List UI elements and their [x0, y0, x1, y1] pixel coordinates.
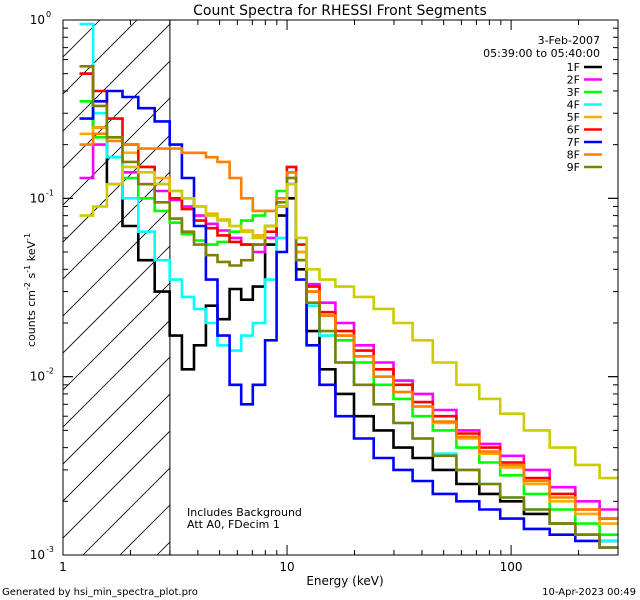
background-hatch-region	[63, 20, 170, 555]
legend-label: 2F	[567, 74, 580, 87]
legend-label: 8F	[567, 149, 580, 162]
y-tick-label: 10	[30, 548, 45, 562]
time-range-label: 05:39:00 to 05:40:00	[483, 47, 600, 60]
hatch-line	[63, 60, 170, 169]
x-axis-label: Energy (keV)	[306, 574, 383, 588]
hatch-line	[63, 134, 170, 243]
y-tick-exponent: -1	[46, 188, 54, 197]
y-tick-label: 10	[30, 370, 45, 384]
legend-label: 1F	[567, 61, 580, 74]
hatch-line	[63, 245, 170, 354]
y-tick-exponent: 0	[46, 10, 51, 19]
y-tick-label: 10	[30, 13, 45, 27]
y-label-exp: -1	[23, 265, 32, 273]
annotation-attenuator: Att A0, FDecim 1	[187, 518, 280, 531]
legend-label: 4F	[567, 99, 580, 112]
y-label-part: s	[25, 272, 38, 281]
y-tick-exponent: -3	[46, 545, 54, 554]
legend-label: 9F	[567, 161, 580, 174]
x-tick-label: 1	[59, 560, 67, 574]
chart-title: Count Spectra for RHESSI Front Segments	[193, 3, 487, 19]
hatch-line	[63, 319, 170, 428]
series-line-4F	[79, 22, 618, 543]
footer-generated-by: Generated by hsi_min_spectra_plot.pro	[2, 587, 198, 598]
y-label-part: counts cm	[25, 290, 38, 347]
y-label-part: keV	[25, 241, 38, 265]
legend-label: 5F	[567, 111, 580, 124]
x-tick-label: 100	[500, 560, 523, 574]
hatch-line	[63, 430, 170, 539]
hatch-line	[63, 171, 170, 280]
hatch-line	[63, 23, 170, 132]
series-line-5F	[79, 126, 618, 525]
hatch-line	[63, 282, 170, 391]
legend-label: 6F	[567, 124, 580, 137]
series-line-9F	[79, 65, 618, 549]
date-label: 3-Feb-2007	[538, 34, 600, 47]
hatch-line	[119, 504, 170, 555]
hatch-line	[63, 393, 170, 502]
series-line-extra	[79, 165, 618, 480]
series-line-2F	[79, 143, 618, 511]
y-tick-exponent: -2	[46, 367, 54, 376]
legend-label: 7F	[567, 136, 580, 149]
x-tick-label: 10	[279, 560, 294, 574]
series-line-6F	[79, 72, 618, 520]
series-lines	[79, 22, 618, 549]
y-label-exp: -1	[23, 233, 32, 241]
series-line-1F	[79, 72, 618, 543]
y-axis-label: counts cm-2 s-1 keV-1	[23, 233, 38, 347]
x-axis: 1 10 100	[59, 20, 619, 574]
y-label-exp: -2	[23, 282, 32, 290]
annotation-background: Includes Background	[187, 506, 302, 519]
hatch-line	[63, 20, 138, 95]
plot-frame	[62, 19, 619, 556]
hatch-line	[63, 208, 170, 317]
footer-timestamp: 10-Apr-2023 00:49	[542, 587, 636, 598]
hatch-line	[63, 97, 170, 206]
legend-label: 3F	[567, 86, 580, 99]
y-tick-label: 10	[30, 191, 45, 205]
